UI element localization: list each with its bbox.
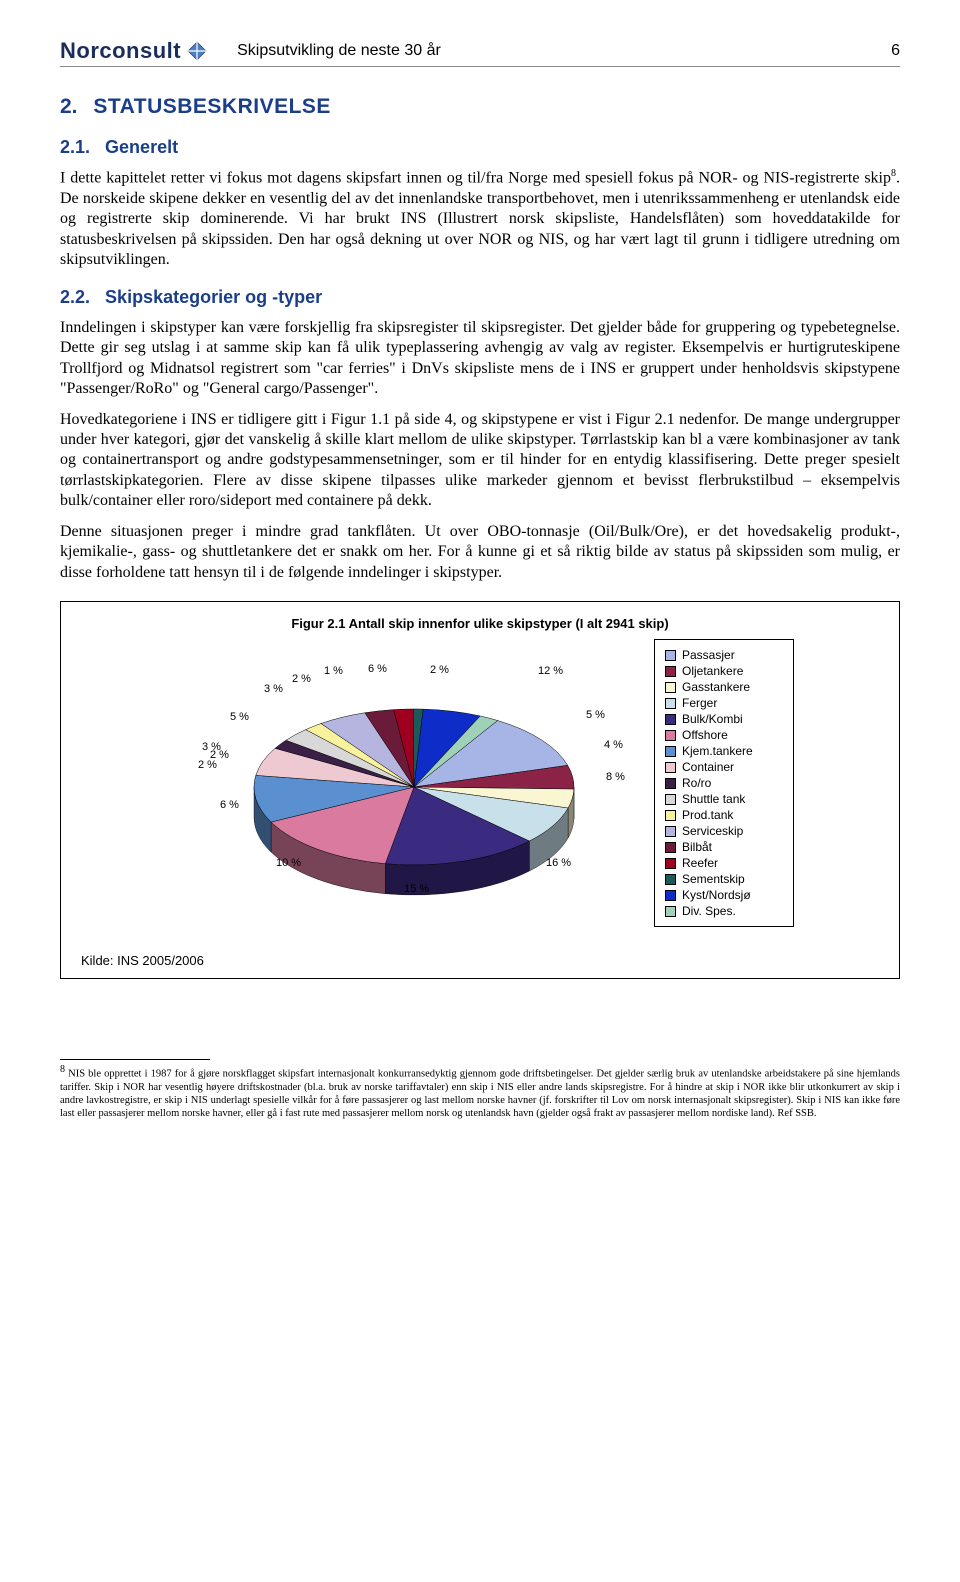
legend-item: Bulk/Kombi xyxy=(665,712,783,726)
legend-label: Bilbåt xyxy=(682,840,712,854)
pie-slice-label: 12 % xyxy=(538,665,563,677)
heading-number: 2. xyxy=(60,95,78,118)
pie-slice-label: 2 % xyxy=(430,664,449,676)
legend-item: Div. Spes. xyxy=(665,904,783,918)
legend-label: Serviceskip xyxy=(682,824,743,838)
legend-item: Gasstankere xyxy=(665,680,783,694)
pie-slice-label: 5 % xyxy=(230,711,249,723)
legend-label: Passasjer xyxy=(682,648,735,662)
legend-label: Div. Spes. xyxy=(682,904,736,918)
page-number: 6 xyxy=(891,42,900,60)
legend-item: Prod.tank xyxy=(665,808,783,822)
legend-swatch xyxy=(665,650,676,661)
subheading-number: 2.2. xyxy=(60,287,90,307)
pie-slice-label: 8 % xyxy=(606,771,625,783)
pie-slice-label: 15 % xyxy=(404,883,429,895)
legend-item: Ferger xyxy=(665,696,783,710)
pie-slice-label: 2 % xyxy=(292,673,311,685)
legend-label: Oljetankere xyxy=(682,664,743,678)
pie-slice-label: 5 % xyxy=(586,709,605,721)
legend-item: Sementskip xyxy=(665,872,783,886)
legend-swatch xyxy=(665,714,676,725)
legend-label: Kyst/Nordsjø xyxy=(682,888,751,902)
legend-item: Passasjer xyxy=(665,648,783,662)
para-typer-3: Denne situasjonen preger i mindre grad t… xyxy=(60,522,900,583)
legend-swatch xyxy=(665,682,676,693)
legend-swatch xyxy=(665,906,676,917)
legend-label: Ro/ro xyxy=(682,776,711,790)
figure-title: Figur 2.1 Antall skip innenfor ulike ski… xyxy=(81,616,879,631)
legend-item: Reefer xyxy=(665,856,783,870)
chart-legend: Passasjer Oljetankere Gasstankere Ferger Bul… xyxy=(654,639,794,927)
legend-item: Oljetankere xyxy=(665,664,783,678)
pie-slice-label: 3 % xyxy=(264,683,283,695)
legend-swatch xyxy=(665,698,676,709)
heading-2-2: 2.2. Skipskategorier og -typer xyxy=(60,287,900,308)
legend-swatch xyxy=(665,826,676,837)
legend-label: Prod.tank xyxy=(682,808,733,822)
pie-slice-label: 6 % xyxy=(368,663,387,675)
legend-label: Bulk/Kombi xyxy=(682,712,743,726)
legend-swatch xyxy=(665,858,676,869)
legend-swatch xyxy=(665,874,676,885)
legend-swatch xyxy=(665,730,676,741)
legend-swatch xyxy=(665,810,676,821)
pie-slice-label: 4 % xyxy=(604,739,623,751)
legend-label: Reefer xyxy=(682,856,718,870)
legend-label: Kjem.tankere xyxy=(682,744,753,758)
subheading-text: Skipskategorier og -typer xyxy=(105,287,322,307)
legend-item: Container xyxy=(665,760,783,774)
legend-label: Shuttle tank xyxy=(682,792,745,806)
page-header: Norconsult Skipsutvikling de neste 30 år… xyxy=(60,38,900,67)
footnote-separator xyxy=(60,1059,210,1060)
legend-item: Shuttle tank xyxy=(665,792,783,806)
footnote-text: NIS ble opprettet i 1987 for å gjøre nor… xyxy=(60,1069,900,1119)
legend-item: Offshore xyxy=(665,728,783,742)
pie-chart: 12 % 5 % 4 % 8 % 16 % 15 % 10 % 6 % 2 % 3 % 2 % 5 %… xyxy=(166,639,626,899)
legend-label: Container xyxy=(682,760,734,774)
figure-2-1: Figur 2.1 Antall skip innenfor ulike ski… xyxy=(60,601,900,979)
pie-slice-label: 10 % xyxy=(276,857,301,869)
legend-item: Kyst/Nordsjø xyxy=(665,888,783,902)
running-title: Skipsutvikling de neste 30 år xyxy=(237,42,891,60)
legend-swatch xyxy=(665,666,676,677)
chart-row: 12 % 5 % 4 % 8 % 16 % 15 % 10 % 6 % 2 % 3 % 2 % 5 %… xyxy=(81,639,879,927)
subheading-number: 2.1. xyxy=(60,137,90,157)
legend-label: Gasstankere xyxy=(682,680,750,694)
para-text: I dette kapittelet retter vi fokus mot d… xyxy=(60,169,891,186)
legend-item: Ro/ro xyxy=(665,776,783,790)
legend-label: Ferger xyxy=(682,696,717,710)
logo-diamond-icon xyxy=(187,41,207,61)
logo-text: Norconsult xyxy=(60,38,181,64)
para-generelt: I dette kapittelet retter vi fokus mot d… xyxy=(60,168,900,271)
para-typer-2: Hovedkategoriene i INS er tidligere gitt… xyxy=(60,410,900,512)
subheading-text: Generelt xyxy=(105,137,178,157)
legend-item: Kjem.tankere xyxy=(665,744,783,758)
legend-swatch xyxy=(665,746,676,757)
legend-label: Sementskip xyxy=(682,872,745,886)
footnote-8: 8 NIS ble opprettet i 1987 for å gjøre n… xyxy=(60,1064,900,1120)
legend-swatch xyxy=(665,762,676,773)
pie-slice-label: 1 % xyxy=(324,665,343,677)
legend-swatch xyxy=(665,794,676,805)
heading-2: 2. STATUSBESKRIVELSE xyxy=(60,95,900,119)
legend-swatch xyxy=(665,842,676,853)
brand-logo: Norconsult xyxy=(60,38,207,64)
legend-swatch xyxy=(665,778,676,789)
para-typer-1: Inndelingen i skipstyper kan være forskj… xyxy=(60,318,900,400)
pie-slice-label: 6 % xyxy=(220,799,239,811)
heading-2-1: 2.1. Generelt xyxy=(60,137,900,158)
heading-text: STATUSBESKRIVELSE xyxy=(93,95,331,118)
pie-slice-label: 16 % xyxy=(546,857,571,869)
legend-label: Offshore xyxy=(682,728,728,742)
figure-source: Kilde: INS 2005/2006 xyxy=(81,953,879,968)
legend-swatch xyxy=(665,890,676,901)
legend-item: Bilbåt xyxy=(665,840,783,854)
pie-slice-label: 2 % xyxy=(210,749,229,761)
document-page: Norconsult Skipsutvikling de neste 30 år… xyxy=(0,0,960,1160)
legend-item: Serviceskip xyxy=(665,824,783,838)
